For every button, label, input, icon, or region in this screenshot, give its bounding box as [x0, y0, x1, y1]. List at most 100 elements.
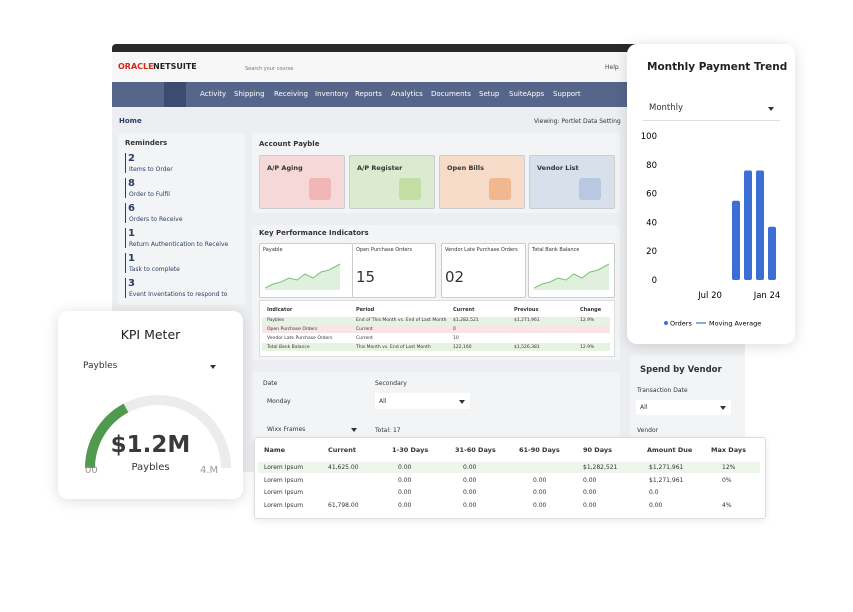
- aging-cell: 0.0: [649, 489, 659, 496]
- ap-icon: [489, 178, 511, 200]
- kpi-cell: $1,282,521: [453, 318, 479, 323]
- kpi-cell: $1,526,381: [514, 345, 540, 350]
- spend-select[interactable]: [636, 400, 731, 415]
- reminders-panel: [118, 133, 245, 305]
- aging-cell: $1,282,521: [583, 464, 618, 471]
- row-highlight: [262, 317, 610, 325]
- meter-max: 4.M: [200, 465, 219, 476]
- aging-cell: 0.00: [398, 464, 412, 471]
- nav-item[interactable]: Documents: [431, 90, 471, 98]
- ap-card-label: A/P Register: [357, 164, 403, 172]
- ap-icon: [399, 178, 421, 200]
- title-bar: [112, 44, 745, 52]
- y-tick-label: 80: [646, 161, 657, 171]
- aging-cell: Lorem Ipsum: [264, 464, 304, 471]
- kpi-cell: Total Bank Balance: [267, 345, 310, 350]
- y-tick-label: 100: [641, 132, 657, 142]
- aging-col-header: 31-60 Days: [455, 446, 496, 454]
- spend-title: Spend by Vendor: [640, 365, 722, 375]
- aging-cell: 0.00: [463, 476, 477, 484]
- frames[interactable]: Wixx Frames: [267, 426, 306, 433]
- kpi-col-header: Indicator: [267, 307, 293, 313]
- caret: [210, 365, 216, 369]
- aging-cell: 0.00: [583, 476, 597, 484]
- meter-dropdown[interactable]: Paybles: [83, 361, 118, 371]
- kpi-card-label: Total Bank Balance: [532, 247, 580, 253]
- kpi-col-header: Change: [580, 307, 602, 313]
- aging-col-header: Current: [328, 446, 356, 454]
- aging-col-header: 90 Days: [583, 446, 612, 454]
- aging-card: [254, 437, 766, 519]
- bar: [744, 170, 752, 280]
- ap-title: Account Payble: [259, 140, 320, 148]
- nav-item[interactable]: Receiving: [274, 90, 308, 98]
- ap-card[interactable]: [439, 155, 525, 209]
- aging-cell: 0.00: [398, 476, 412, 484]
- kpi-card-value: 02: [445, 268, 465, 286]
- reminder-bar: [125, 153, 126, 173]
- kpi-col-header: Period: [356, 307, 375, 313]
- reminder-label[interactable]: Event Inventations to respond to: [129, 291, 228, 298]
- search[interactable]: Search your course: [245, 66, 294, 72]
- nav-item[interactable]: Analytics: [391, 90, 423, 98]
- gauge-fill: [85, 403, 129, 469]
- aging-col-header: Max Days: [711, 446, 746, 454]
- nav-item[interactable]: Reports: [355, 90, 382, 98]
- caret: [459, 400, 465, 404]
- spend-date-value[interactable]: All: [640, 404, 648, 411]
- caret: [768, 107, 774, 111]
- kpi-card-value: 15: [356, 268, 376, 286]
- kpi-col-header: Current: [453, 307, 475, 313]
- row-highlight: [262, 325, 610, 333]
- trend-title: Monthly Payment Trend: [647, 61, 788, 73]
- logo-netsuite: NETSUITE: [153, 62, 197, 71]
- aging-cell: 4%: [722, 501, 732, 509]
- caret: [351, 428, 357, 432]
- kpi-card: [352, 243, 436, 298]
- bar: [756, 170, 764, 280]
- kpi-card: [441, 243, 526, 298]
- meter-title: KPI Meter: [120, 327, 181, 342]
- ap-card-label: Open Bills: [447, 164, 484, 172]
- home-button[interactable]: [164, 82, 186, 107]
- trend-dropdown[interactable]: Monthly: [649, 103, 684, 113]
- reminder-label[interactable]: Order to Fulfil: [129, 191, 170, 198]
- mini-chart: [265, 263, 341, 290]
- y-tick-label: 0: [652, 276, 657, 286]
- aging-cell: 0.00: [533, 476, 547, 484]
- reminder-label[interactable]: Items to Order: [129, 166, 173, 173]
- date-value[interactable]: Monday: [267, 398, 291, 405]
- nav-item[interactable]: Inventory: [315, 90, 349, 98]
- breadcrumb[interactable]: Home: [119, 117, 142, 125]
- caret: [720, 406, 726, 410]
- trend-select[interactable]: [643, 98, 780, 121]
- ap-icon: [309, 178, 331, 200]
- reminder-bar: [125, 178, 126, 198]
- nav-item[interactable]: Activity: [200, 90, 227, 98]
- row-highlight: [262, 343, 610, 351]
- reminder-label[interactable]: Return Authentication to Receive: [129, 241, 229, 248]
- nav-item[interactable]: Shipping: [234, 90, 265, 98]
- kpi-card-label: Payable: [263, 247, 283, 253]
- nav-item[interactable]: SuiteApps: [509, 90, 545, 98]
- secondary-select[interactable]: [375, 393, 470, 409]
- aging-cell: 0.00: [533, 489, 547, 496]
- legend-label: Orders: [670, 320, 692, 328]
- nav-item[interactable]: Setup: [479, 90, 500, 98]
- aging-cell: 0.00: [398, 501, 412, 509]
- aging-cell: 0.00: [398, 489, 412, 496]
- nav-item[interactable]: Support: [553, 90, 581, 98]
- aging-cell: 0.00: [533, 501, 547, 509]
- reminder-bar: [125, 203, 126, 223]
- reminder-label[interactable]: Task to complete: [129, 266, 180, 273]
- viewing[interactable]: Viewing: Portlet Data Setting: [534, 118, 621, 125]
- reminders-title: Reminders: [125, 139, 168, 147]
- help[interactable]: Help: [605, 64, 619, 71]
- secondary-value[interactable]: All: [379, 398, 387, 405]
- total: Total: 17: [375, 427, 401, 434]
- aging-col-header: 61-90 Days: [519, 446, 560, 454]
- reminder-bar: [125, 278, 126, 298]
- reminder-label[interactable]: Orders to Receive: [129, 216, 183, 223]
- kpi-card-label: Open Purchase Orders: [356, 247, 413, 253]
